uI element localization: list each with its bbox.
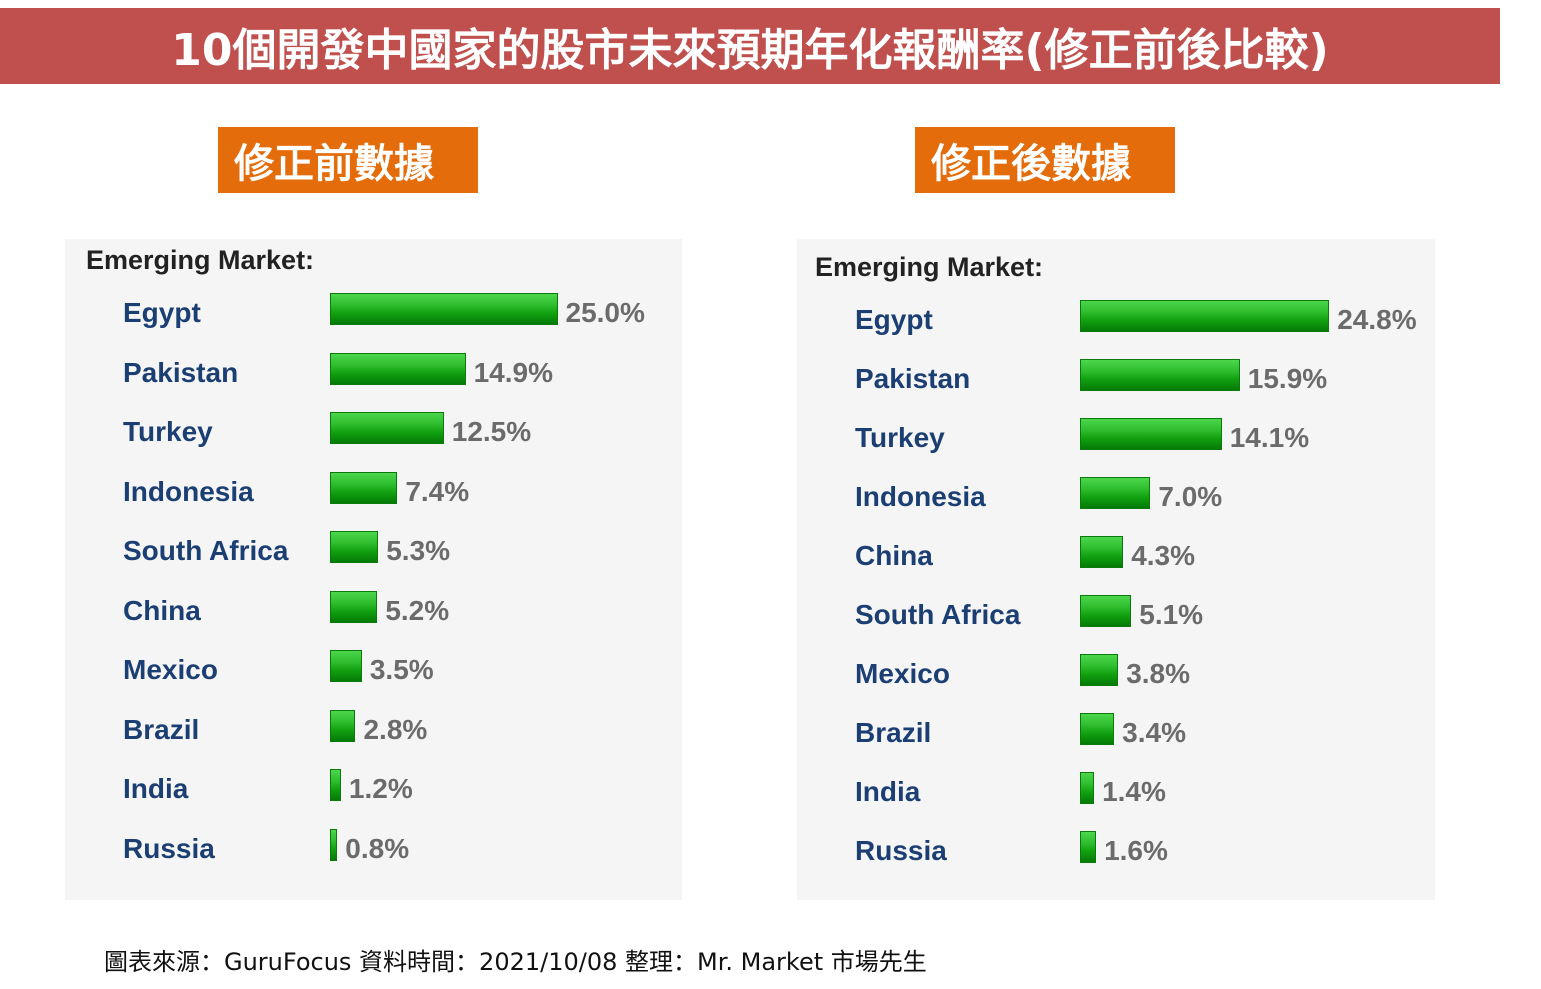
category-label: South Africa [855,599,1021,630]
before-correction-label: 修正前數據 [218,127,478,193]
source-footer: 圖表來源：GuruFocus 資料時間：2021/10/08 整理：Mr. Ma… [104,948,927,976]
bar [1080,536,1124,568]
bar [1080,713,1115,745]
bar-row: Egypt 24.8% [797,300,1435,340]
category-label: Mexico [855,658,950,689]
bar-row: Brazil 3.4% [797,713,1435,753]
bar [330,590,378,623]
bar-row: Mexico 3.8% [797,654,1435,694]
value-label: 25.0% [565,297,645,328]
value-label: 5.2% [385,594,450,626]
bar [330,709,356,742]
bar-row: Indonesia 7.4% [65,471,682,512]
value-label: 12.5% [451,416,532,447]
category-label: South Africa [123,535,289,566]
bar-row: Brazil 2.8% [65,709,682,750]
value-label: 3.5% [369,654,434,685]
bar [1080,477,1151,509]
value-label: 14.9% [473,356,553,388]
value-label: 14.1% [1229,422,1310,453]
category-label: Turkey [855,422,945,453]
bar [1080,772,1095,804]
value-label: 15.9% [1247,363,1328,394]
value-label: 1.4% [1102,776,1166,807]
bar-row: Egypt 25.0% [65,293,682,333]
bar-row: Indonesia 7.0% [797,477,1435,517]
value-label: 7.0% [1158,481,1223,512]
page-title: 10個開發中國家的股市未來預期年化報酬率(修正前後比較) [171,25,1329,76]
bar-row: Russia 0.8% [65,828,682,869]
title-bar: 10個開發中國家的股市未來預期年化報酬率(修正前後比較) [0,8,1500,84]
bar [1080,418,1222,450]
bar [1080,595,1132,627]
category-label: Egypt [123,297,201,328]
bar [1080,831,1097,863]
bar [1080,300,1330,332]
category-label: Russia [123,832,215,864]
category-label: Russia [855,835,947,866]
chart-heading: Emerging Market: [86,245,315,275]
chart-panel-before: Emerging Market: Egypt 25.0% Pakistan 14.9%… [65,239,682,900]
bar [330,650,362,682]
category-label: Pakistan [123,356,239,388]
bar-row: Pakistan 14.9% [65,352,682,393]
category-label: Egypt [855,304,933,335]
bar-row: Pakistan 15.9% [797,359,1435,399]
value-label: 1.2% [348,773,413,804]
value-label: 5.3% [386,535,451,566]
value-label: 24.8% [1337,304,1417,335]
category-label: Mexico [123,654,218,685]
chart-heading: Emerging Market: [815,252,1044,282]
value-label: 5.1% [1139,599,1204,630]
category-label: India [855,776,921,807]
category-label: China [123,594,201,626]
value-label: 3.4% [1122,717,1186,748]
bar-row: Turkey 12.5% [65,412,682,452]
bar [330,293,558,325]
value-label: 4.3% [1131,540,1196,571]
bar-row: India 1.2% [65,769,682,809]
after-correction-label: 修正後數據 [915,127,1175,193]
category-label: Brazil [855,717,932,748]
value-label: 1.6% [1104,835,1168,866]
value-label: 0.8% [345,832,410,864]
value-label: 2.8% [363,713,428,745]
bar [330,828,338,861]
category-label: Brazil [123,713,200,745]
category-label: Indonesia [855,481,986,512]
bar-row: South Africa 5.1% [797,595,1435,635]
bar-row: Russia 1.6% [797,831,1435,871]
category-label: China [855,540,933,571]
bar [330,769,341,801]
value-label: 7.4% [405,475,470,507]
category-label: India [123,773,189,804]
bar [330,352,466,385]
value-label: 3.8% [1126,658,1191,689]
bar-row: Turkey 14.1% [797,418,1435,458]
bar-row: Mexico 3.5% [65,650,682,690]
bar [330,412,444,444]
bar-row: China 5.2% [65,590,682,631]
bar [330,471,398,504]
bar-row: China 4.3% [797,536,1435,576]
bar-row: India 1.4% [797,772,1435,812]
chart-panel-after: Emerging Market: Egypt 24.8% Pakistan 15.9%… [797,239,1435,900]
category-label: Indonesia [123,475,254,507]
category-label: Pakistan [855,363,971,394]
bar-row: South Africa 5.3% [65,531,682,571]
bar [1080,654,1119,686]
bar [1080,359,1240,391]
bar [330,531,379,563]
category-label: Turkey [123,416,213,447]
